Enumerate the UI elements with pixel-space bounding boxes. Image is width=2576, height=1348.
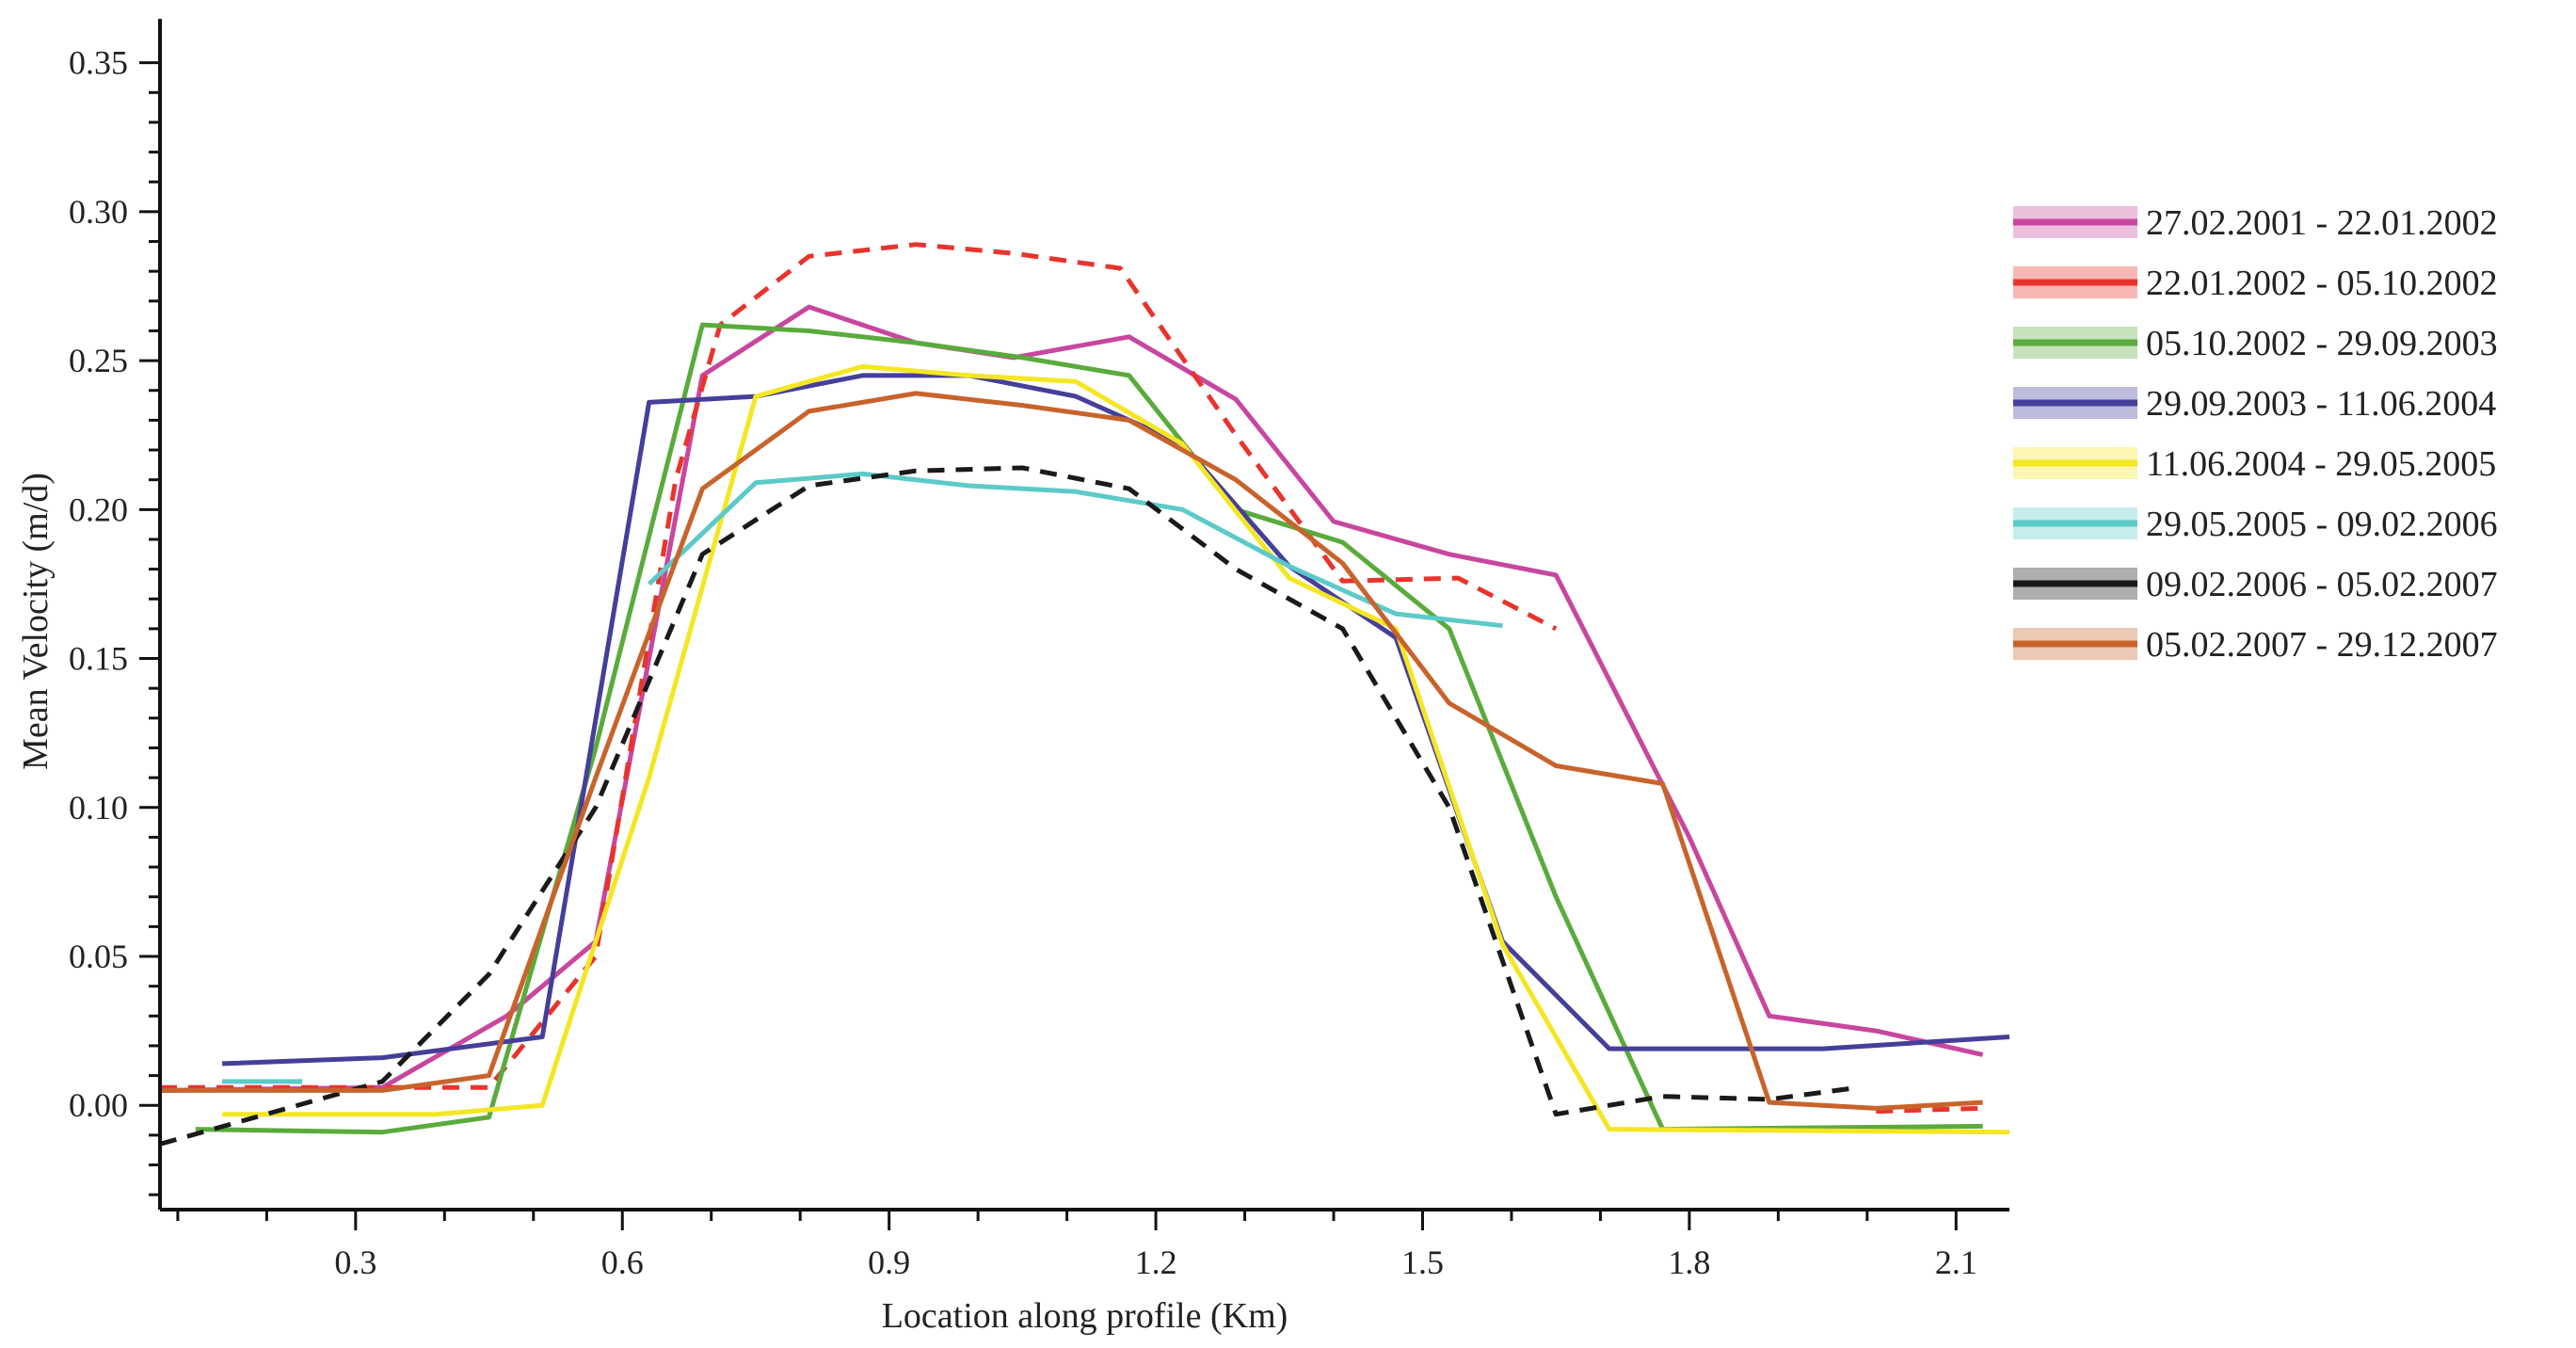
y-tick-label: 0.30 [69, 193, 128, 231]
y-tick-label: 0.35 [69, 44, 128, 82]
x-axis-ticks: 0.3 0.6 0.9 1.2 1.5 1.8 2.1 [176, 1210, 1977, 1281]
x-tick-label: 0.6 [601, 1244, 644, 1281]
axes [158, 19, 2009, 1212]
series-line-10 [160, 391, 1983, 1111]
series-line-6 [222, 363, 2010, 1135]
y-tick-label: 0.15 [69, 640, 128, 678]
x-tick-label: 0.3 [334, 1244, 376, 1281]
x-tick-label: 0.9 [868, 1244, 910, 1281]
series-line-7 [647, 471, 1503, 629]
x-tick-label: 2.1 [1935, 1244, 1977, 1281]
y-axis-title: Mean Velocity (m/d) [16, 473, 56, 770]
x-tick-label: 1.2 [1135, 1244, 1177, 1281]
y-tick-label: 0.10 [69, 789, 128, 826]
x-tick-label: 1.5 [1401, 1244, 1444, 1281]
legend-label: 11.06.2004 - 29.05.2005 [2146, 444, 2496, 484]
series-line-4 [195, 322, 1983, 1135]
legend-label: 29.09.2003 - 11.06.2004 [2146, 384, 2496, 424]
plot-area [159, 242, 2010, 1147]
x-tick-label: 1.8 [1668, 1244, 1710, 1281]
series-line-9 [159, 465, 1859, 1147]
legend-label: 09.02.2006 - 05.02.2007 [2146, 565, 2498, 604]
y-tick-label: 0.20 [69, 490, 128, 528]
legend-label: 05.02.2007 - 29.12.2007 [2146, 625, 2498, 665]
series-line-3 [1876, 1105, 1983, 1115]
legend-label: 27.02.2001 - 22.01.2002 [2146, 203, 2498, 243]
y-tick-label: 0.25 [69, 342, 128, 379]
series-line-5 [222, 373, 2010, 1067]
y-axis-ticks: 0.00 0.05 0.10 0.15 0.20 0.25 0.30 0.35 [69, 44, 160, 1196]
legend-label: 29.05.2005 - 09.02.2006 [2146, 505, 2498, 544]
series-line-1 [159, 304, 1984, 1093]
legend-label: 22.01.2002 - 05.10.2002 [2146, 264, 2498, 303]
x-axis-title: Location along profile (Km) [882, 1296, 1288, 1336]
y-tick-label: 0.05 [69, 938, 128, 975]
legend: 27.02.2001 - 22.01.2002 22.01.2002 - 05.1… [2013, 203, 2498, 665]
series-line-2 [160, 242, 1558, 1090]
y-tick-label: 0.00 [69, 1086, 128, 1124]
legend-label: 05.10.2002 - 29.09.2003 [2146, 324, 2498, 363]
